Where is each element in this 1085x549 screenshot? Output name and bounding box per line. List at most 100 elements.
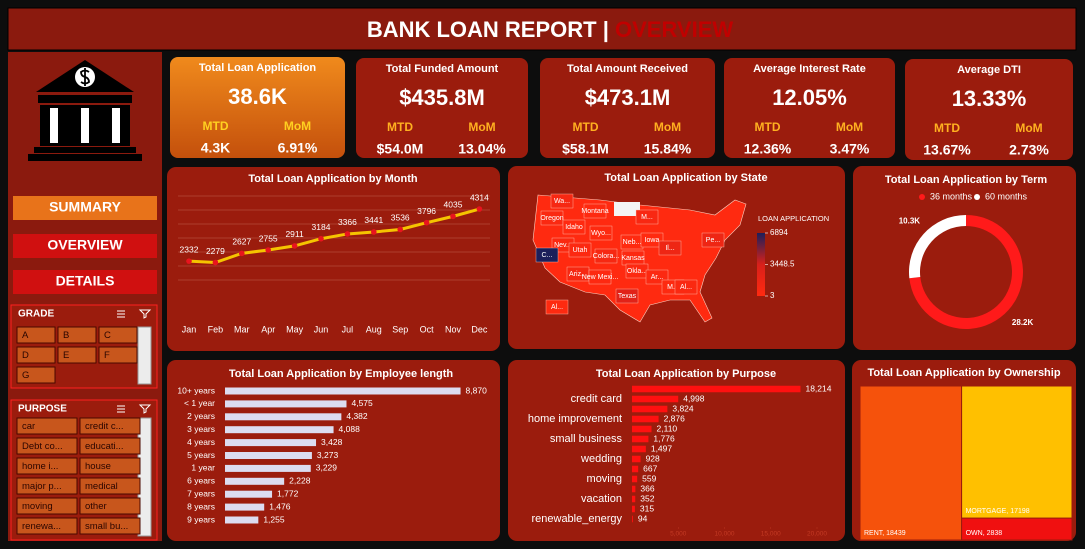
state	[583, 203, 607, 219]
slicer-item-label[interactable]: E	[63, 350, 69, 361]
slicer-item[interactable]	[79, 497, 141, 515]
y-tick-label: 3 years	[187, 424, 215, 434]
data-label: 3441	[364, 215, 383, 225]
slicer-item-label[interactable]: Debt co...	[22, 441, 63, 452]
slicer-item-label[interactable]: moving	[22, 501, 53, 512]
nav-button[interactable]	[13, 270, 157, 294]
nav-label[interactable]: SUMMARY	[49, 199, 121, 215]
kpi-card	[724, 58, 895, 158]
nav-button[interactable]	[13, 234, 157, 258]
kpi-mtd-label: MTD	[387, 120, 413, 134]
line-marker	[344, 231, 351, 237]
slicer-item[interactable]	[98, 346, 138, 364]
x-tick-label: Jun	[314, 324, 329, 334]
nav-label[interactable]: OVERVIEW	[47, 237, 123, 253]
kpi-mom: 15.84%	[644, 141, 692, 157]
slicer-item[interactable]	[57, 326, 97, 344]
bar	[225, 452, 312, 459]
nav-button[interactable]	[13, 196, 157, 220]
slicer-item[interactable]	[16, 346, 56, 364]
slicer-item[interactable]	[79, 457, 141, 475]
y-tick-label: 6 years	[187, 476, 215, 486]
state	[568, 242, 592, 258]
data-label: 667	[643, 463, 657, 473]
y-tick-label: 4 years	[187, 437, 215, 447]
slicer-item[interactable]	[16, 457, 78, 475]
data-label: 18,214	[805, 383, 831, 393]
slicer-item-label[interactable]: F	[104, 350, 110, 361]
slicer-item-label[interactable]: small bu...	[85, 521, 128, 532]
kpi-title: Average DTI	[957, 64, 1021, 76]
line-marker	[450, 213, 456, 220]
slicer-item[interactable]	[79, 417, 141, 435]
kpi-mtd-label: MTD	[934, 121, 960, 135]
kpi-value: 13.33%	[952, 86, 1027, 111]
data-label: RENT, 18439	[864, 530, 906, 537]
x-tick-label: 15,000	[761, 531, 781, 538]
slicer-item[interactable]	[16, 437, 78, 455]
y-tick-label: moving	[587, 473, 622, 485]
line-marker	[186, 258, 192, 264]
slicer-item[interactable]	[79, 477, 141, 495]
slicer-item-label[interactable]: car	[22, 421, 35, 432]
bar	[225, 477, 285, 485]
slicer-item[interactable]	[98, 326, 138, 344]
slicer-item[interactable]	[57, 346, 97, 364]
kpi-mom-label: MoM	[654, 120, 681, 134]
data-label: 2,110	[657, 423, 678, 433]
slicer-item-label[interactable]: other	[85, 501, 107, 512]
data-label: 2,876	[664, 413, 686, 423]
slicer-item[interactable]	[79, 517, 141, 535]
bar	[225, 503, 265, 511]
bar	[632, 445, 646, 453]
line-marker	[476, 206, 483, 212]
y-tick-label: 10+ years	[177, 385, 215, 395]
data-label: 559	[642, 473, 656, 483]
state	[658, 240, 682, 256]
state-label: Al...	[551, 304, 563, 311]
x-tick-label: 10,000	[715, 531, 735, 538]
state	[545, 299, 569, 315]
data-label: 1,497	[651, 443, 673, 453]
line	[188, 207, 480, 265]
slicer-item[interactable]	[79, 437, 141, 455]
kpi-mtd-label: MTD	[203, 119, 229, 133]
slicer-item-label[interactable]: educati...	[85, 441, 124, 452]
scale-tick-label: 3448.5	[770, 260, 795, 269]
slicer-item-label[interactable]: B	[63, 330, 69, 341]
slicer-item[interactable]	[16, 517, 78, 535]
slicer-item[interactable]	[16, 417, 78, 435]
slicer-item-label[interactable]: renewa...	[22, 521, 61, 532]
data-label: 4035	[444, 200, 463, 210]
kpi-card	[540, 58, 715, 158]
slicer-item-label[interactable]: credit c...	[85, 421, 124, 432]
data-label: 2,228	[289, 476, 311, 486]
x-tick-label: Sep	[392, 324, 408, 334]
treemap-cell	[859, 385, 963, 541]
slicer-item-label[interactable]: home i...	[22, 461, 58, 472]
slicer-item-label[interactable]: major p...	[22, 481, 62, 492]
bar	[225, 516, 259, 524]
data-label: 366	[640, 483, 654, 493]
kpi-mtd: 13.67%	[923, 142, 971, 158]
slicer-item-label[interactable]: G	[22, 370, 29, 381]
slicer-item-label[interactable]: house	[85, 461, 111, 472]
line-marker	[397, 226, 404, 233]
slicer-item[interactable]	[16, 326, 56, 344]
state-label: Neb...	[623, 239, 642, 246]
data-label: 2279	[206, 246, 225, 256]
bar	[632, 405, 668, 413]
slicer-item-label[interactable]: D	[22, 350, 29, 361]
nav-label[interactable]: DETAILS	[56, 273, 115, 289]
no-data-state	[614, 202, 640, 216]
slicer-item[interactable]	[16, 366, 56, 384]
slicer-item[interactable]	[16, 497, 78, 515]
slicer-item-label[interactable]: medical	[85, 481, 118, 492]
slicer-item-label[interactable]: A	[22, 330, 29, 341]
kpi-mom-label: MoM	[284, 119, 311, 133]
bar	[225, 426, 334, 434]
slicer-item-label[interactable]: C	[104, 330, 111, 341]
bar	[632, 515, 633, 523]
slicer-item[interactable]	[16, 477, 78, 495]
kpi-value: 38.6K	[228, 84, 287, 109]
